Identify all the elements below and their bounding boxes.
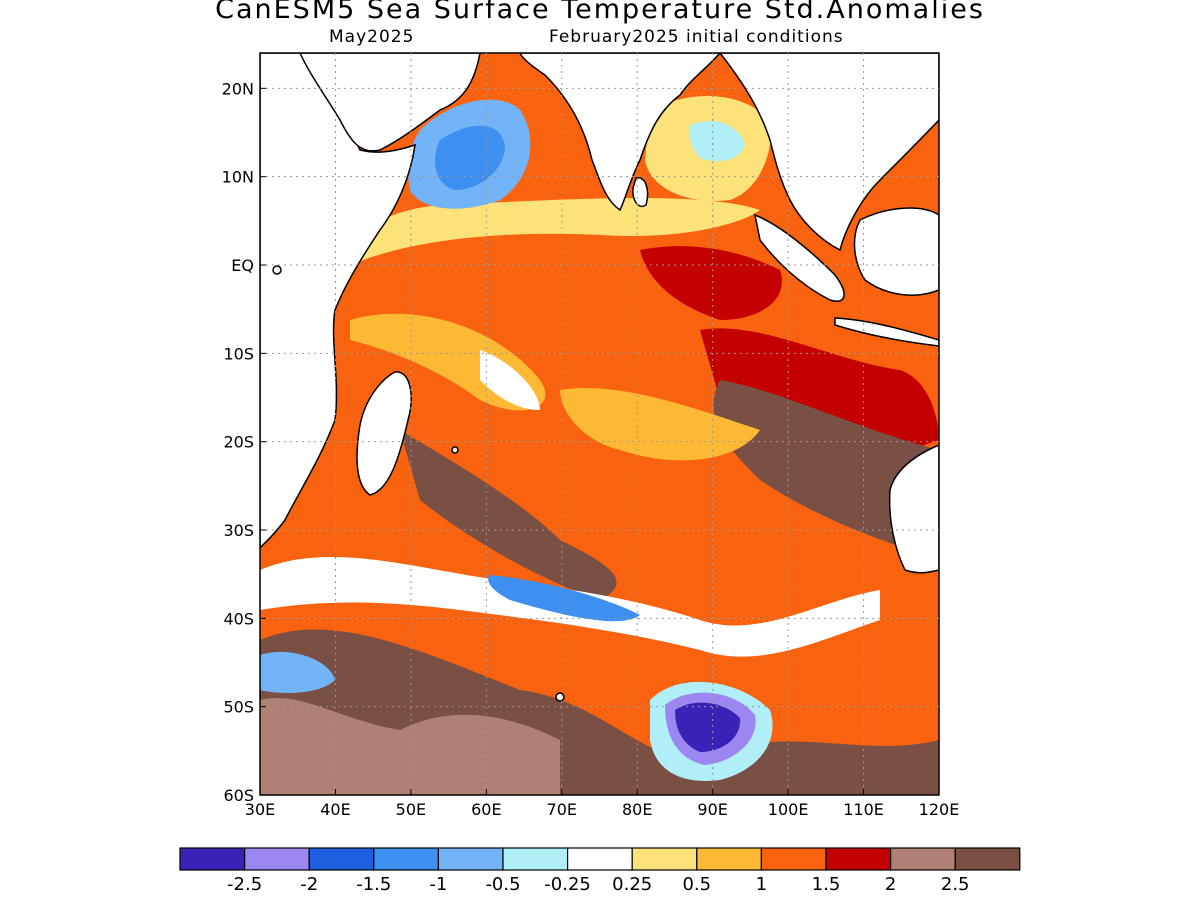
plot-frame [259, 52, 940, 796]
colorbar-label: -2.5 [227, 874, 262, 895]
arabia-landmass [299, 53, 481, 152]
colorbar-label: 2.5 [941, 874, 970, 895]
colorbar-label: -1.5 [356, 874, 391, 895]
subtitle-initial-conditions: February2025 initial conditions [549, 27, 844, 47]
x-tick-label: 120E [919, 800, 960, 819]
grid-lines [260, 53, 939, 795]
colorbar-label: 2 [885, 874, 896, 895]
y-tick-label: 10S [223, 344, 254, 363]
y-tick-label: EQ [231, 256, 254, 275]
axis-ticks: 30E 40E 50E 60E 70E 80E 90E 100E 110E 120E 20N 10N E… [222, 79, 960, 819]
colorbar-label: -2 [300, 874, 318, 895]
colorbar-label: -0.5 [485, 874, 520, 895]
field-south-tan [260, 697, 560, 795]
x-tick-label: 40E [320, 800, 350, 819]
field-blue-arabian-core [435, 125, 505, 190]
x-tick-label: 100E [768, 800, 809, 819]
anomaly-field [260, 53, 939, 795]
colorbar-swatch [954, 847, 1021, 871]
x-tick-label: 30E [245, 800, 275, 819]
x-tick-label: 50E [396, 800, 426, 819]
field-brown-mid [400, 430, 617, 600]
colorbar-swatch [502, 847, 569, 871]
y-tick-label: 20S [223, 433, 254, 452]
field-red-east [700, 328, 939, 460]
x-tick-label: 80E [622, 800, 652, 819]
y-tick-label: 50S [223, 698, 254, 717]
y-tick-label: 30S [223, 521, 254, 540]
colorbar-label: 0.25 [612, 874, 652, 895]
colorbar-label: -0.25 [544, 874, 591, 895]
madagascar-landmass [356, 371, 412, 496]
island-west [272, 265, 282, 275]
subtitle-target-month: May2025 [329, 27, 415, 47]
southeast-asia-landmass [719, 53, 939, 252]
field-lightblue-bengal [689, 121, 745, 162]
field-blue-south-band [488, 575, 640, 622]
island-kerguelen [555, 692, 565, 702]
colorbar-swatch [566, 847, 633, 871]
colorbar-label: 1 [756, 874, 767, 895]
field-white-west [480, 350, 540, 410]
colorbar-swatch [308, 847, 375, 871]
y-tick-label: 60S [223, 786, 254, 805]
y-tick-label: 40S [223, 609, 254, 628]
colorbar-swatch [373, 847, 439, 871]
colorbar-label: 1.5 [812, 874, 841, 895]
colorbar-swatch [889, 847, 956, 871]
colorbar: -2.5 -2 -1.5 -1 -0.5 -0.25 0.25 0.5 1 1.5 2 2.5 [179, 847, 1021, 895]
field-yellow-north [340, 198, 760, 270]
colorbar-label: -1 [429, 874, 447, 895]
field-orange-central [560, 388, 760, 461]
colorbar-swatch [179, 847, 246, 871]
colorbar-label: 0.5 [682, 874, 711, 895]
java-landmass [834, 317, 939, 347]
field-blue-southwest [260, 651, 335, 693]
chart-title: CanESM5 Sea Surface Temperature Std.Anom… [215, 0, 985, 25]
field-brown-east [713, 380, 939, 560]
borneo-landmass [853, 207, 939, 296]
x-tick-label: 110E [843, 800, 884, 819]
australia-landmass [888, 444, 939, 574]
india-landmass [519, 53, 722, 212]
colorbar-swatch [631, 847, 698, 871]
colorbar-swatch [244, 847, 310, 871]
land-masses [260, 53, 939, 702]
x-tick-label: 90E [697, 800, 727, 819]
y-tick-label: 10N [222, 168, 254, 187]
x-tick-label: 60E [471, 800, 501, 819]
sri-lanka-landmass [632, 177, 649, 207]
africa-landmass [260, 53, 416, 550]
colorbar-swatch [696, 847, 762, 871]
field-darkblue-south [675, 702, 741, 752]
y-tick-label: 20N [222, 79, 254, 98]
island-mauritius [451, 446, 459, 454]
colorbar-swatch [760, 847, 827, 871]
colorbar-swatch [825, 847, 892, 871]
x-tick-label: 70E [547, 800, 577, 819]
colorbar-swatch [437, 847, 504, 871]
